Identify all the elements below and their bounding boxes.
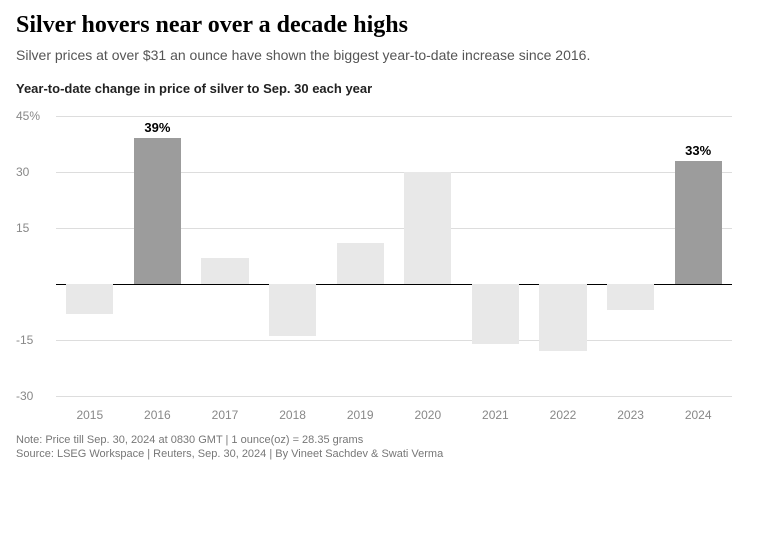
chart-title: Silver hovers near over a decade highs — [16, 12, 744, 39]
chart-note: Note: Price till Sep. 30, 2024 at 0830 G… — [16, 434, 744, 446]
bar-slot — [394, 116, 462, 396]
bar — [607, 284, 654, 310]
x-tick-label: 2022 — [550, 408, 577, 422]
bar-slot: 33% — [664, 116, 732, 396]
bar — [539, 284, 586, 351]
y-axis-title: Year-to-date change in price of silver t… — [16, 81, 744, 96]
x-tick-label: 2016 — [144, 408, 171, 422]
bar — [201, 258, 248, 284]
bar — [134, 138, 181, 284]
y-tick-label: -15 — [16, 333, 52, 347]
bar — [337, 243, 384, 284]
x-tick-label: 2017 — [212, 408, 239, 422]
bar-slot — [191, 116, 259, 396]
bar — [269, 284, 316, 336]
gridline — [56, 396, 732, 397]
bar-slot: 39% — [124, 116, 192, 396]
bar-slot — [259, 116, 327, 396]
x-tick-label: 2021 — [482, 408, 509, 422]
y-tick-label: 30 — [16, 165, 52, 179]
x-tick-label: 2019 — [347, 408, 374, 422]
x-tick-label: 2023 — [617, 408, 644, 422]
bar-slot — [529, 116, 597, 396]
bar — [404, 172, 451, 284]
bar — [66, 284, 113, 314]
x-tick-label: 2020 — [414, 408, 441, 422]
bar-slot — [326, 116, 394, 396]
x-tick-label: 2024 — [685, 408, 712, 422]
y-tick-label: 15 — [16, 221, 52, 235]
x-tick-label: 2018 — [279, 408, 306, 422]
chart-area: -30 -15 15 30 45% 39% 33% 2015 2016 2017 2018 201… — [16, 106, 736, 426]
bar-value-label: 33% — [664, 143, 732, 158]
bar-slot — [56, 116, 124, 396]
plot-area: 39% 33% — [56, 116, 732, 396]
x-tick-label: 2015 — [76, 408, 103, 422]
bar-value-label: 39% — [124, 120, 192, 135]
chart-subtitle: Silver prices at over $31 an ounce have … — [16, 47, 744, 63]
y-tick-label: 45% — [16, 109, 52, 123]
bar-slot — [597, 116, 665, 396]
bar-slot — [462, 116, 530, 396]
bar — [472, 284, 519, 344]
chart-source: Source: LSEG Workspace | Reuters, Sep. 3… — [16, 448, 744, 460]
bar — [675, 161, 722, 284]
y-tick-label: -30 — [16, 389, 52, 403]
